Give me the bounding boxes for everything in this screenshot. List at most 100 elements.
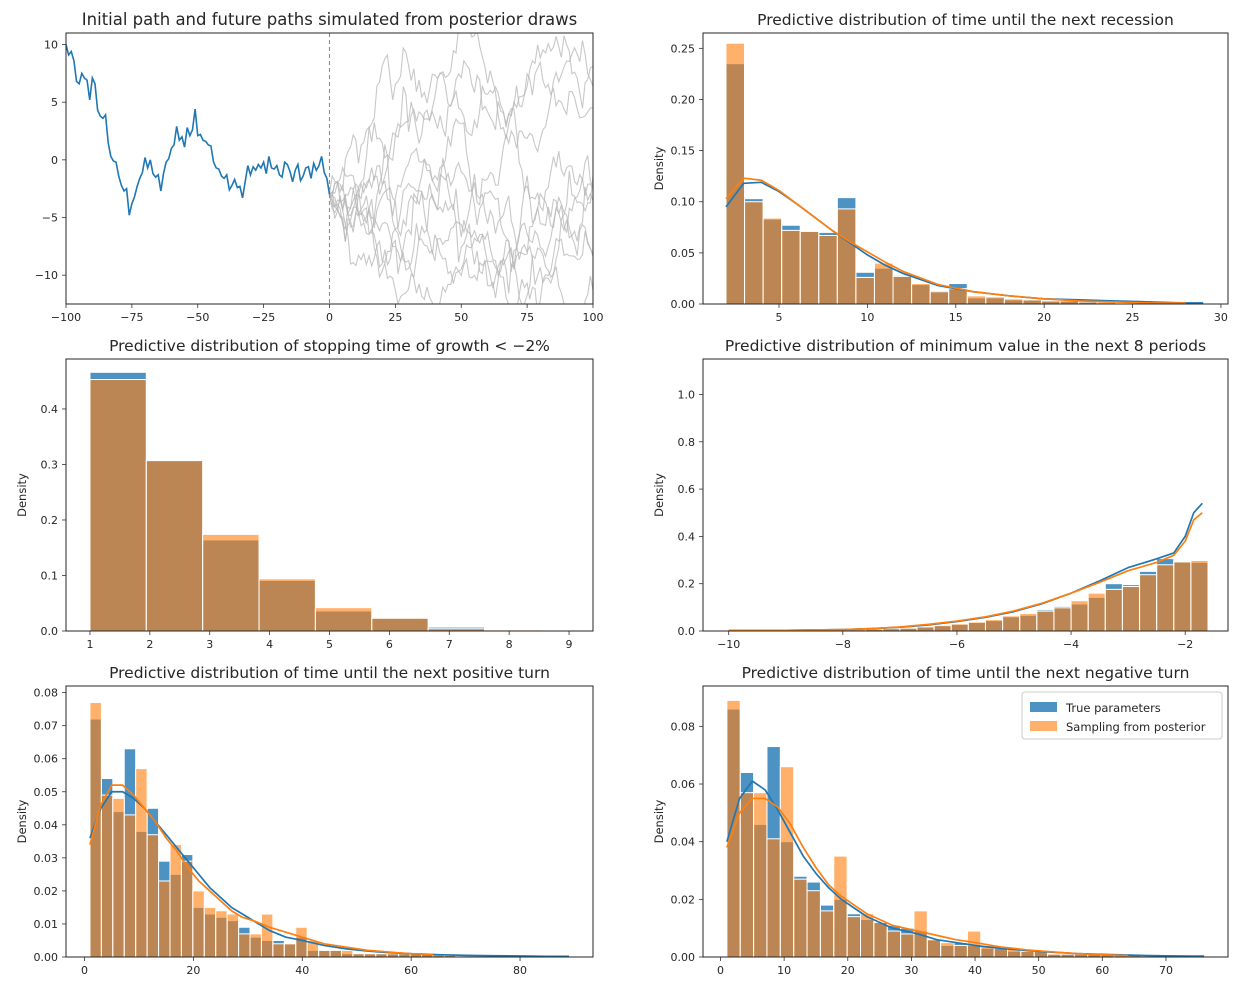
y-tick-label: 10 — [44, 39, 58, 52]
chart-hist-1: 5 10 15 20 25 30 0.00 0.05 0.10 0.15 0.20 0.25 Predi… — [652, 11, 1229, 324]
posterior-bar — [1087, 592, 1106, 631]
posterior-bar — [873, 262, 894, 304]
posterior-bar — [260, 913, 274, 957]
chart-hist-4: 0 20 40 60 80 0.00 0.01 0.02 0.03 0.04 0.05 0.06 0.0… — [15, 664, 594, 977]
legend: True parameters Sampling from posterior — [1021, 691, 1223, 740]
posterior-kde-line — [725, 177, 1186, 304]
y-axis-label: Density — [652, 146, 666, 190]
x-tick-label: 0 — [326, 311, 333, 324]
posterior-bar — [158, 880, 171, 957]
chart-paths: −100 −75 −50 −25 0 25 50 75 100−10−50510Initial … — [35, 10, 604, 324]
y-axis-label: Density — [15, 473, 29, 517]
posterior-bar — [1053, 607, 1072, 631]
y-tick-label: 0.03 — [34, 852, 59, 865]
posterior-bar — [1173, 561, 1192, 631]
y-tick-label: 0.6 — [678, 483, 696, 496]
y-axis-label: Density — [652, 799, 666, 843]
future-path-line — [329, 170, 593, 304]
posterior-bar — [1190, 560, 1209, 631]
y-tick-label: 0.8 — [678, 436, 696, 449]
posterior-bar — [145, 460, 204, 631]
posterior-bar — [900, 933, 915, 957]
posterior-bar — [146, 834, 160, 957]
posterior-bar — [953, 944, 968, 957]
x-tick-label: 80 — [513, 964, 527, 977]
y-tick-label: 0.08 — [671, 720, 696, 733]
posterior-bar — [753, 792, 768, 957]
posterior-bar — [1003, 298, 1024, 304]
x-tick-label: 30 — [904, 964, 918, 977]
y-tick-label: 0.0 — [678, 625, 696, 638]
posterior-bar — [744, 201, 764, 304]
y-tick-label: 0.00 — [671, 298, 696, 311]
chart-title: Predictive distribution of time until th… — [757, 11, 1174, 29]
plot-area — [726, 699, 1205, 957]
x-tick-label: −2 — [1177, 638, 1193, 651]
posterior-bar — [1036, 610, 1055, 631]
posterior-kde-line — [726, 797, 1128, 957]
posterior-kde-line — [89, 784, 433, 956]
posterior-bar — [1002, 615, 1021, 631]
plot-area — [89, 702, 570, 957]
posterior-bar — [202, 533, 260, 631]
x-tick-label: 10 — [777, 964, 791, 977]
posterior-bar — [318, 949, 331, 957]
x-tick-label: −100 — [51, 311, 81, 324]
y-axis-label: Density — [15, 799, 29, 843]
posterior-bar — [967, 621, 986, 631]
x-tick-label: −50 — [186, 311, 209, 324]
posterior-bar — [860, 913, 875, 957]
posterior-bar — [799, 230, 820, 304]
chart-hist-3: −10 −8 −6 −4 −2 0.0 0.2 0.4 0.6 0.8 1.0 Predictive … — [652, 337, 1229, 651]
x-tick-label: 1 — [86, 638, 93, 651]
posterior-bar — [926, 939, 942, 957]
y-tick-label: 0.02 — [34, 885, 59, 898]
plot-area — [725, 42, 1204, 304]
future-path-line — [328, 158, 593, 289]
y-tick-label: 0.2 — [41, 514, 59, 527]
y-tick-label: −5 — [42, 212, 58, 225]
posterior-bar — [283, 943, 297, 957]
posterior-bar — [940, 942, 955, 957]
legend-label-true: True parameters — [1065, 701, 1161, 715]
y-tick-label: 0.01 — [34, 918, 59, 931]
y-tick-label: 0.04 — [34, 819, 59, 832]
posterior-bar — [215, 910, 228, 957]
future-path-line — [328, 35, 593, 242]
x-tick-label: −10 — [717, 638, 740, 651]
posterior-bar — [818, 234, 838, 304]
x-tick-label: 5 — [326, 638, 333, 651]
y-tick-label: 0.1 — [41, 569, 59, 582]
posterior-bar — [1022, 299, 1043, 304]
x-tick-label: 40 — [968, 964, 982, 977]
y-tick-label: 0.08 — [34, 687, 59, 700]
posterior-bar — [833, 855, 848, 957]
posterior-bar — [295, 926, 308, 957]
posterior-bar — [238, 933, 251, 957]
posterior-bar — [892, 275, 913, 304]
x-tick-label: 25 — [1126, 311, 1140, 324]
x-tick-label: 2 — [146, 638, 153, 651]
posterior-bar — [89, 379, 147, 631]
posterior-bar — [329, 949, 342, 957]
plot-frame — [702, 358, 1229, 632]
posterior-bar — [985, 296, 1005, 304]
plot-area — [66, 33, 593, 304]
plot-frame — [65, 685, 594, 958]
y-tick-label: 0.06 — [34, 753, 59, 766]
plot-frame — [65, 32, 594, 305]
plot-area — [728, 502, 1209, 631]
x-tick-label: 6 — [386, 638, 393, 651]
x-tick-label: −75 — [120, 311, 143, 324]
posterior-bar — [762, 217, 783, 304]
x-tick-label: 15 — [949, 311, 963, 324]
x-tick-label: 50 — [454, 311, 468, 324]
y-tick-label: 0.25 — [671, 42, 696, 55]
plot-area — [89, 371, 593, 631]
x-tick-label: 9 — [566, 638, 573, 651]
posterior-bar — [933, 624, 952, 631]
y-tick-label: 0.04 — [671, 836, 696, 849]
future-path-line — [328, 164, 593, 304]
posterior-bar — [846, 916, 861, 957]
